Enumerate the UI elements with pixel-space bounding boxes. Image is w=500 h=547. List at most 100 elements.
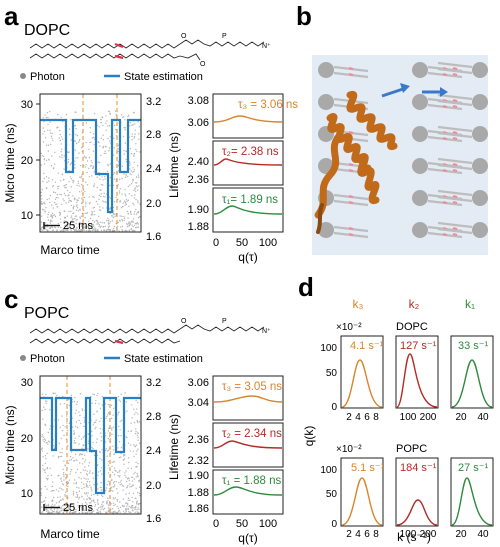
photon-dot xyxy=(87,225,89,228)
photon-dot xyxy=(63,510,66,512)
photon-dot xyxy=(109,507,111,509)
photon-dot xyxy=(136,434,139,437)
photon-dot xyxy=(102,124,104,127)
photon-dot xyxy=(105,115,107,117)
photon-dot xyxy=(132,171,134,173)
lipid-head xyxy=(412,158,428,174)
photon-dot xyxy=(46,488,48,490)
photon-dot xyxy=(65,225,67,227)
xtick: 200 xyxy=(420,529,437,540)
photon-dot xyxy=(69,226,71,228)
photon-dot xyxy=(80,177,82,179)
kbox-popc-k1 xyxy=(450,457,494,527)
photon-dot xyxy=(80,506,82,508)
photon-dot xyxy=(100,193,103,195)
photon-dot xyxy=(131,221,133,223)
photon-dot xyxy=(107,499,109,501)
photon-dot xyxy=(94,504,97,506)
ytick-dopc-100: 100 xyxy=(320,343,337,354)
photon-dot xyxy=(118,481,120,484)
photon-dot xyxy=(135,476,137,478)
photon-dot xyxy=(123,150,125,152)
photon-dot xyxy=(67,161,70,163)
photon-dot xyxy=(62,424,64,427)
photon-dot xyxy=(133,137,135,139)
photon-dot xyxy=(130,430,133,432)
photon-dot xyxy=(93,493,95,496)
photon-dot xyxy=(112,414,114,416)
photon-dot xyxy=(91,490,93,492)
photon-dot xyxy=(42,468,44,470)
photon-dot xyxy=(44,137,47,139)
photon-dot xyxy=(62,499,64,501)
kcurve-dopc-k1 xyxy=(451,359,493,408)
photon-dot xyxy=(133,455,135,458)
photon-dot xyxy=(44,227,46,230)
rate-popc-k1: 27 s⁻¹ xyxy=(458,462,489,474)
panel-a: a DOPC O O P N⁺ Photon State estimation xyxy=(3,1,298,264)
photon-dot xyxy=(74,425,77,427)
photon-dot xyxy=(54,151,56,154)
photon-dot xyxy=(128,224,131,227)
photon-dot xyxy=(107,226,110,228)
photon-dot xyxy=(76,204,78,206)
photon-dot xyxy=(102,139,105,141)
photon-dot xyxy=(107,430,110,432)
photon-dot xyxy=(58,474,60,477)
photon-dot xyxy=(98,194,101,197)
photon-dot xyxy=(128,457,130,459)
photon-dot xyxy=(108,412,110,414)
lipid-tail xyxy=(437,189,473,197)
photon-dot xyxy=(66,222,69,225)
rate-dopc-k2: 127 s⁻¹ xyxy=(400,340,437,352)
structure-n: N⁺ xyxy=(262,43,271,50)
photon-dot xyxy=(57,172,59,174)
photon-dot xyxy=(50,165,53,167)
photon-dot xyxy=(77,200,79,202)
photon-dot xyxy=(70,229,72,232)
photon-dot xyxy=(51,155,53,157)
photon-dot xyxy=(48,177,50,179)
photon-dot xyxy=(120,435,122,437)
photon-dot xyxy=(89,201,91,204)
photon-dot xyxy=(129,483,131,485)
photon-dot xyxy=(135,227,137,229)
photon-dot xyxy=(130,170,133,172)
photon-dot xyxy=(48,198,50,200)
photon-dot xyxy=(134,123,136,125)
photon-dot xyxy=(104,150,106,152)
left-tick-a-20: 20 xyxy=(21,155,33,167)
photon-dot xyxy=(68,479,71,481)
hist-curve-a3 xyxy=(213,115,283,123)
structure-o-popc-1: O xyxy=(181,318,187,325)
photon-dot xyxy=(124,127,127,129)
unsaturated-bond xyxy=(452,99,458,102)
photon-dot xyxy=(42,208,44,211)
photon-dot xyxy=(117,165,120,167)
photon-dot xyxy=(62,511,64,514)
photon-dot xyxy=(74,163,76,166)
hist-xlabel-c: q(τ) xyxy=(238,531,257,545)
photon-dot xyxy=(61,173,63,175)
photon-dot xyxy=(83,477,85,480)
photon-dot xyxy=(94,421,97,423)
photon-dot xyxy=(136,474,139,476)
photon-dot xyxy=(42,436,45,438)
photon-dot xyxy=(63,192,66,195)
photon-dot xyxy=(69,455,72,458)
photon-dot xyxy=(43,159,45,161)
photon-dot xyxy=(96,394,98,397)
photon-dot xyxy=(130,467,133,470)
hist-box-c3 xyxy=(212,375,284,421)
photon-dot xyxy=(76,134,79,137)
photon-dot xyxy=(124,204,126,206)
photon-dot xyxy=(89,217,92,220)
photon-dot xyxy=(114,503,117,505)
membrane-background xyxy=(312,55,488,255)
photon-dot xyxy=(78,490,81,492)
photon-dot xyxy=(70,469,72,471)
photon-dot xyxy=(70,394,73,396)
photon-dot xyxy=(87,478,89,480)
photon-dot xyxy=(123,127,125,129)
photon-dot xyxy=(125,509,127,511)
